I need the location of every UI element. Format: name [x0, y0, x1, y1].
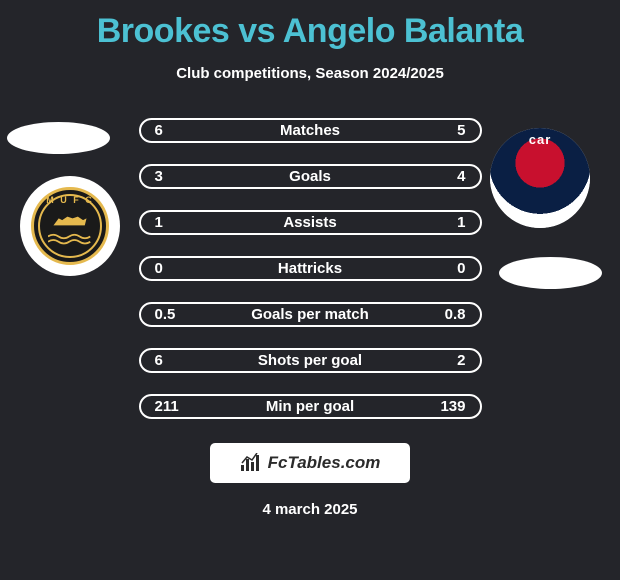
stat-right: 4 — [436, 168, 466, 185]
bar-chart-icon — [240, 453, 262, 473]
lion-icon — [50, 212, 90, 230]
stat-rows: 6 Matches 5 3 Goals 4 1 Assists 1 0 Hatt… — [139, 118, 482, 419]
stat-metric: Matches — [141, 122, 480, 139]
stat-metric: Min per goal — [141, 398, 480, 415]
stat-left: 0.5 — [155, 306, 185, 323]
stat-row-matches: 6 Matches 5 — [139, 118, 482, 143]
stat-metric: Goals — [141, 168, 480, 185]
club-logo-brookes: M U F C — [20, 176, 120, 276]
stat-left: 1 — [155, 214, 185, 231]
club-badge-text: M U F C — [34, 195, 106, 205]
fctables-text: FcTables.com — [268, 453, 381, 473]
stat-right: 0 — [436, 260, 466, 277]
club-placeholder-right — [499, 257, 602, 289]
jersey-sponsor-text: car — [490, 132, 590, 147]
stat-row-shots-per-goal: 6 Shots per goal 2 — [139, 348, 482, 373]
player-photo-balanta: car — [490, 128, 590, 228]
stat-row-goals-per-match: 0.5 Goals per match 0.8 — [139, 302, 482, 327]
player-placeholder-left — [7, 122, 110, 154]
stat-left: 211 — [155, 398, 185, 415]
brand-prefix: Fc — [268, 453, 288, 472]
vs-title: Brookes vs Angelo Balanta — [0, 0, 620, 51]
stat-right: 2 — [436, 352, 466, 369]
stat-right: 1 — [436, 214, 466, 231]
brand-suffix: Tables.com — [287, 453, 380, 472]
stat-left: 3 — [155, 168, 185, 185]
club-badge: M U F C — [31, 187, 109, 265]
stat-metric: Assists — [141, 214, 480, 231]
stat-row-hattricks: 0 Hattricks 0 — [139, 256, 482, 281]
stat-row-min-per-goal: 211 Min per goal 139 — [139, 394, 482, 419]
stat-metric: Goals per match — [141, 306, 480, 323]
subtitle: Club competitions, Season 2024/2025 — [0, 65, 620, 82]
date-label: 4 march 2025 — [0, 501, 620, 518]
stat-metric: Hattricks — [141, 260, 480, 277]
stat-left: 6 — [155, 352, 185, 369]
stat-left: 0 — [155, 260, 185, 277]
waves-icon — [48, 232, 92, 248]
stat-left: 6 — [155, 122, 185, 139]
stat-row-assists: 1 Assists 1 — [139, 210, 482, 235]
stat-row-goals: 3 Goals 4 — [139, 164, 482, 189]
stat-right: 139 — [436, 398, 466, 415]
stat-right: 0.8 — [436, 306, 466, 323]
stat-right: 5 — [436, 122, 466, 139]
fctables-logo: FcTables.com — [210, 443, 410, 483]
stat-metric: Shots per goal — [141, 352, 480, 369]
